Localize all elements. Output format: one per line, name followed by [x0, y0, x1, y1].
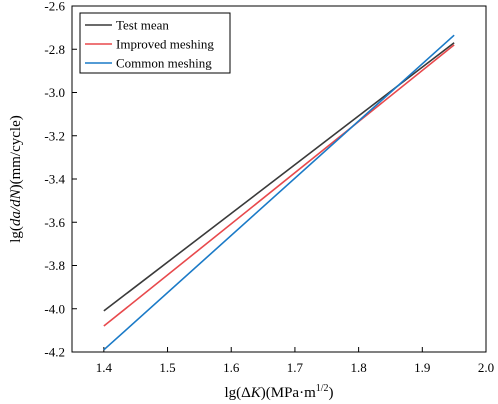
y-tick-label: -4.0	[44, 301, 65, 316]
plot-frame	[71, 5, 487, 353]
y-tick-label: -2.8	[44, 42, 65, 57]
x-tick-label: 1.4	[96, 360, 113, 375]
y-tick-label: -3.0	[44, 85, 65, 100]
legend: Test mean Improved meshing Common meshing	[79, 12, 231, 74]
x-tick-label: 1.8	[350, 360, 366, 375]
y-axis-label: lg(da/dN)(mm/cycle)	[8, 115, 24, 243]
legend-label: Test mean	[116, 18, 169, 33]
y-tick-label: -3.8	[44, 258, 65, 273]
legend-label: Improved meshing	[116, 37, 214, 52]
x-tick-label: 1.9	[414, 360, 430, 375]
series-line-improved-meshing	[103, 44, 455, 327]
legend-label: Common meshing	[116, 56, 212, 71]
x-tick-label: 2.0	[478, 360, 494, 375]
x-tick-label: 1.7	[287, 360, 304, 375]
x-tick-label: 1.6	[223, 360, 240, 375]
axis-ticks: 1.4 1.5 1.6 1.7 1.8 1.9 2.0 -2.6 -2.8 -3.0 -3.2 -3.…	[44, 0, 494, 375]
series-line-common-meshing	[103, 34, 455, 351]
y-tick-label: -2.6	[44, 0, 65, 14]
y-tick-label: -3.6	[44, 215, 65, 230]
y-tick-label: -3.2	[44, 128, 65, 143]
x-tick-label: 1.5	[159, 360, 175, 375]
series-lines	[103, 34, 455, 351]
y-tick-label: -4.2	[44, 345, 65, 360]
x-axis-label: lg(ΔK)(MPa·m1/2)	[224, 383, 333, 401]
y-tick-label: -3.4	[44, 172, 65, 187]
